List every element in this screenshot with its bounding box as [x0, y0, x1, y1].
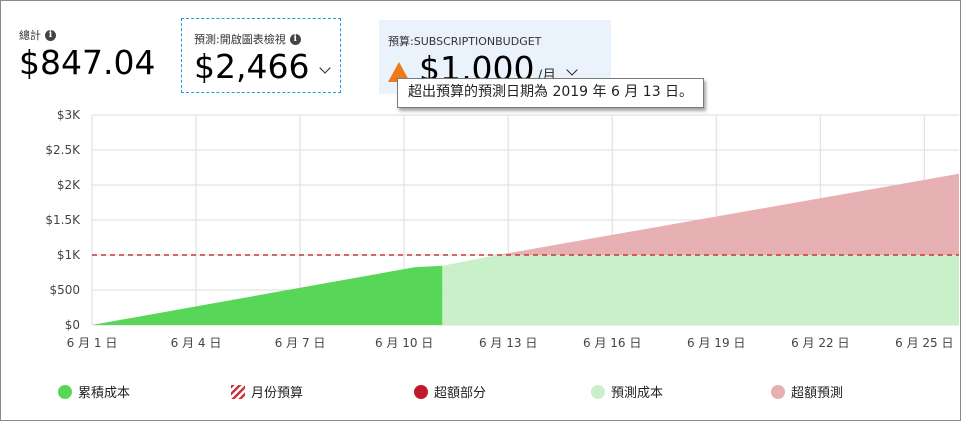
info-icon[interactable]: i: [289, 33, 301, 45]
chart-areas: [92, 173, 959, 325]
budget-exceed-tooltip: 超出預算的預測日期為 2019 年 6 月 13 日。: [397, 78, 705, 108]
legend-hatch-swatch: [231, 384, 245, 399]
x-tick-label: 6 月 16 日: [583, 336, 641, 350]
x-tick-label: 6 月 7 日: [275, 336, 326, 350]
y-tick-label: $2K: [57, 178, 81, 192]
legend-item[interactable]: 預測成本: [591, 382, 663, 401]
forecast-label: 預測:開啟圖表檢視: [194, 33, 286, 46]
chevron-down-icon[interactable]: [319, 62, 332, 74]
forecast-area: [442, 255, 959, 325]
legend-label: 超額預測: [791, 386, 844, 401]
total-cost-value: $847.04: [19, 43, 156, 82]
y-tick-label: $3K: [57, 108, 81, 122]
legend-label: 預測成本: [611, 386, 664, 401]
legend-swatch: [58, 384, 72, 399]
cost-chart: $0 $500 $1K $1.5K $2K $2.5K $3K 6 月 1 日 6 月 4 日 6…: [45, 108, 959, 350]
forecast-value: $2,466: [194, 47, 310, 86]
x-tick-label: 6 月 4 日: [171, 336, 222, 350]
legend-label: 累積成本: [78, 386, 131, 401]
legend-label: 超額部分: [434, 386, 487, 401]
info-icon[interactable]: i: [45, 29, 56, 41]
total-cost-card: 總計 i $847.04: [19, 27, 155, 83]
y-tick-label: $0: [65, 318, 80, 332]
legend-swatch: [771, 384, 785, 399]
legend-item[interactable]: 累積成本: [58, 382, 130, 401]
legend-swatch: [591, 384, 605, 399]
over-forecast-area: [497, 173, 959, 255]
y-tick-label: $500: [49, 283, 80, 297]
chevron-down-icon[interactable]: [566, 64, 578, 76]
cumulative-cost-area: [92, 265, 443, 325]
legend-item[interactable]: 超額部分: [414, 382, 486, 401]
x-tick-label: 6 月 22 日: [791, 336, 849, 350]
total-cost-label: 總計: [19, 29, 41, 42]
axis-labels: $0 $500 $1K $1.5K $2K $2.5K $3K 6 月 1 日 6 月 4 日 6…: [45, 108, 953, 350]
legend-swatch: [414, 384, 428, 399]
x-tick-label: 6 月 25 日: [895, 336, 953, 350]
y-tick-label: $2.5K: [45, 143, 81, 157]
legend-label: 月份預算: [251, 386, 304, 401]
x-tick-label: 6 月 13 日: [479, 336, 537, 350]
y-tick-label: $1K: [57, 248, 81, 262]
x-tick-label: 6 月 10 日: [375, 336, 433, 350]
y-tick-label: $1.5K: [45, 213, 81, 227]
legend-item[interactable]: 月份預算: [231, 382, 303, 401]
x-tick-label: 6 月 1 日: [67, 336, 118, 350]
forecast-card[interactable]: 預測:開啟圖表檢視 i $2,466: [181, 18, 341, 93]
budget-label: 預算:SUBSCRIPTIONBUDGET: [388, 35, 542, 48]
x-tick-label: 6 月 19 日: [687, 336, 745, 350]
legend-item[interactable]: 超額預測: [771, 382, 843, 401]
